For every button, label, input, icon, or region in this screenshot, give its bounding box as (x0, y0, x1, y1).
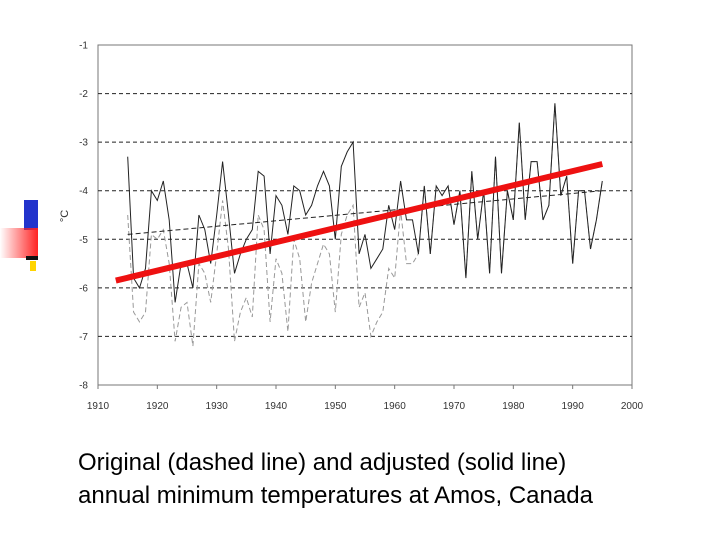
x-tick-label: 1950 (324, 401, 347, 412)
y-tick-label: -2 (79, 89, 88, 100)
y-tick-label: -8 (79, 381, 88, 392)
caption-line-2: annual minimum temperatures at Amos, Can… (78, 482, 593, 509)
series-adjusted-line (127, 103, 603, 303)
trend-line-red (115, 161, 604, 284)
y-tick-label: -5 (79, 235, 88, 246)
y-tick-label: -6 (79, 283, 88, 294)
x-tick-label: 1970 (443, 401, 466, 412)
trend-line-dashed (127, 190, 603, 235)
plot-frame (97, 44, 633, 386)
decorative-blue-block (24, 200, 38, 230)
x-tick-label: 1930 (206, 401, 229, 412)
x-tick-label: 1980 (502, 401, 525, 412)
x-tick-label: 1960 (384, 401, 407, 412)
y-tick-label: -7 (79, 332, 88, 343)
caption-line-1: Original (dashed line) and adjusted (sol… (78, 449, 567, 476)
decorative-black-bar (26, 256, 38, 260)
caption: Original (dashed line) and adjusted (sol… (78, 446, 708, 512)
x-tick-label: 1920 (146, 401, 169, 412)
x-tick-label: 1910 (87, 401, 110, 412)
decorative-red-gradient (0, 228, 38, 258)
x-tick-label: 2000 (621, 401, 644, 412)
y-axis-label: °C (59, 210, 71, 222)
y-tick-label: -1 (79, 41, 88, 52)
decorative-yellow-block (30, 261, 36, 271)
x-tick-label: 1990 (562, 401, 585, 412)
y-tick-label: -4 (79, 186, 88, 197)
x-tick-label: 1940 (265, 401, 288, 412)
temperature-chart: -1 -2 -3 -4 -5 -6 -7 -8 1910 1920 1930 1940 1950 196… (59, 41, 644, 413)
series-original-line (127, 103, 603, 347)
y-tick-label: -3 (79, 138, 88, 149)
